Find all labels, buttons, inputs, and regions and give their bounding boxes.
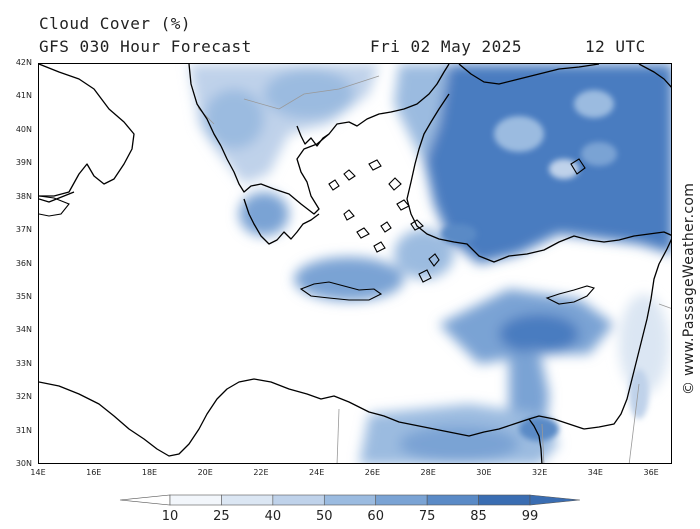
islands xyxy=(39,158,595,305)
colorbar-segment xyxy=(375,494,428,506)
lat-label: 31N xyxy=(15,425,32,435)
colorbar-label: 60 xyxy=(367,509,384,524)
lon-label: 14E xyxy=(30,468,46,477)
lon-label: 32E xyxy=(532,468,548,477)
cyprus-island xyxy=(545,285,595,305)
lon-label: 26E xyxy=(364,468,381,477)
colorbar-label: 25 xyxy=(213,509,230,524)
legend-colorbar xyxy=(0,490,700,525)
map-title: Cloud Cover (%) xyxy=(39,14,191,33)
weather-map xyxy=(38,63,672,464)
lat-label: 39N xyxy=(15,158,32,168)
colorbar-segment xyxy=(272,494,325,506)
lat-label: 37N xyxy=(15,225,32,235)
colorbar-segment xyxy=(478,494,531,506)
cloud-cover-field xyxy=(189,64,671,463)
lon-label: 30E xyxy=(476,468,492,477)
colorbar-label: 99 xyxy=(521,509,539,524)
coastlines xyxy=(39,64,671,463)
lat-label: 36N xyxy=(15,258,32,268)
colorbar-segments xyxy=(119,494,581,506)
colorbar-label: 40 xyxy=(264,509,282,524)
lon-label: 28E xyxy=(420,468,436,477)
lat-label: 41N xyxy=(15,91,32,101)
colorbar-segment xyxy=(221,494,274,506)
lat-label: 30N xyxy=(15,459,32,468)
forecast-time: 12 UTC xyxy=(585,37,646,56)
lon-label: 16E xyxy=(86,468,102,477)
lat-label: 35N xyxy=(15,291,32,301)
colorbar-min-triangle xyxy=(119,494,171,506)
colorbar-segment xyxy=(169,494,222,506)
colorbar-canvas xyxy=(119,494,581,506)
colorbar-label: 75 xyxy=(418,509,436,524)
colorbar-label: 50 xyxy=(316,509,333,524)
colorbar-segment xyxy=(426,494,479,506)
lon-label: 34E xyxy=(587,468,603,477)
lat-label: 33N xyxy=(15,358,32,368)
lon-label: 18E xyxy=(141,468,158,477)
map-canvas xyxy=(39,64,671,463)
lat-label: 34N xyxy=(15,325,32,335)
colorbar-label: 10 xyxy=(161,509,179,524)
forecast-date: Fri 02 May 2025 xyxy=(370,37,522,56)
credit-watermark: © www.PassageWeather.com xyxy=(681,182,697,395)
lon-label: 20E xyxy=(197,468,213,477)
colorbar-label: 85 xyxy=(470,509,487,524)
lat-label: 42N xyxy=(15,58,32,67)
crete-island xyxy=(299,281,383,301)
colorbar-segment xyxy=(323,494,377,506)
lat-label: 40N xyxy=(15,124,32,134)
lat-label: 32N xyxy=(15,392,32,402)
lon-label: 24E xyxy=(309,468,325,477)
lon-label: 22E xyxy=(253,468,269,477)
lat-label: 38N xyxy=(15,191,32,201)
colorbar-max-triangle xyxy=(529,494,581,506)
lon-label: 36E xyxy=(643,468,659,477)
forecast-subtitle: GFS 030 Hour Forecast xyxy=(39,37,252,56)
